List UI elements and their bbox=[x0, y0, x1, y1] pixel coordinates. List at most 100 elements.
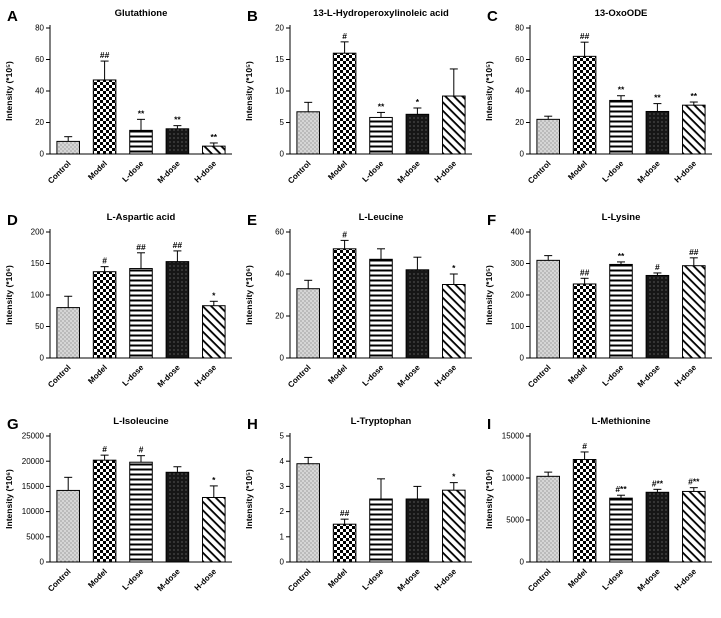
x-tick-label: Control bbox=[526, 567, 552, 593]
bar-H-dose bbox=[682, 265, 706, 359]
panel-letter: D bbox=[7, 212, 18, 229]
bar-Model bbox=[572, 459, 597, 563]
chart-panel-D: D L-Aspartic acid Intensity (*10⁶) 0 50 100 15… bbox=[4, 208, 240, 408]
y-tick-label: 5000 bbox=[506, 516, 524, 525]
chart-title: 13-OxoODE bbox=[595, 8, 648, 19]
x-tick-label: Model bbox=[86, 159, 109, 182]
significance-label: ** bbox=[618, 251, 625, 261]
x-tick-label: Model bbox=[326, 159, 349, 182]
y-tick-label: 0 bbox=[520, 558, 525, 567]
significance-label: ## bbox=[689, 247, 699, 257]
x-tick-label: Model bbox=[566, 159, 589, 182]
y-tick-label: 15000 bbox=[502, 432, 525, 441]
panel-letter: F bbox=[487, 212, 496, 229]
bar-M-dose bbox=[645, 491, 670, 563]
bar-Control bbox=[56, 307, 80, 359]
bar-Control bbox=[536, 475, 560, 563]
y-tick-label: 15 bbox=[275, 55, 284, 64]
y-axis-label: Intensity (*10⁶) bbox=[4, 469, 14, 529]
bar-Control bbox=[536, 118, 560, 155]
significance-label: #** bbox=[652, 478, 664, 488]
y-tick-label: 0 bbox=[280, 558, 285, 567]
bar-chart-F: F L-Lysine Intensity (*10⁵) 0 100 200 300 400 Co… bbox=[484, 212, 712, 390]
bar-chart-D: D L-Aspartic acid Intensity (*10⁶) 0 50 100 15… bbox=[4, 212, 232, 390]
bar-H-dose bbox=[442, 284, 466, 359]
significance-label: * bbox=[212, 475, 216, 485]
significance-label: ## bbox=[580, 267, 590, 277]
chart-title: Glutathione bbox=[115, 8, 168, 19]
x-tick-label: L-dose bbox=[600, 567, 625, 592]
significance-label: ** bbox=[138, 108, 145, 118]
x-tick-label: H-dose bbox=[433, 363, 459, 389]
y-tick-label: 100 bbox=[31, 291, 45, 300]
y-tick-label: 200 bbox=[31, 228, 45, 237]
y-axis-label: Intensity (*10⁵) bbox=[484, 61, 494, 121]
bar-Control bbox=[296, 288, 320, 359]
bar-Control bbox=[296, 111, 320, 155]
bar-L-dose bbox=[129, 129, 153, 155]
x-tick-label: M-dose bbox=[396, 159, 423, 186]
chart-panel-B: B 13-L-Hydroperoxylinoleic acid Intensity … bbox=[244, 4, 480, 204]
y-tick-label: 10000 bbox=[502, 474, 525, 483]
significance-label: # bbox=[102, 444, 107, 454]
x-tick-label: L-dose bbox=[120, 363, 145, 388]
bar-Model bbox=[92, 79, 117, 155]
y-tick-label: 300 bbox=[511, 259, 525, 268]
significance-label: * bbox=[452, 472, 456, 482]
bar-H-dose bbox=[202, 145, 226, 155]
y-tick-label: 60 bbox=[515, 55, 524, 64]
x-tick-label: Model bbox=[86, 567, 109, 590]
bar-Control bbox=[56, 489, 80, 563]
y-tick-label: 400 bbox=[511, 228, 525, 237]
bar-L-dose bbox=[609, 497, 633, 563]
y-tick-label: 10000 bbox=[22, 507, 45, 516]
bar-M-dose bbox=[645, 110, 670, 155]
significance-label: ** bbox=[618, 85, 625, 95]
chart-panel-F: F L-Lysine Intensity (*10⁵) 0 100 200 300 400 Co… bbox=[484, 208, 720, 408]
y-tick-label: 60 bbox=[35, 55, 44, 64]
y-tick-label: 100 bbox=[511, 322, 525, 331]
x-tick-label: H-dose bbox=[193, 159, 219, 185]
y-tick-label: 40 bbox=[35, 87, 44, 96]
x-tick-label: Model bbox=[326, 567, 349, 590]
panel-letter: H bbox=[247, 416, 258, 433]
bar-Control bbox=[296, 463, 320, 563]
x-tick-label: L-dose bbox=[360, 363, 385, 388]
y-axis-label: Intensity (*10⁵) bbox=[244, 61, 254, 121]
significance-label: # bbox=[582, 441, 587, 451]
y-tick-label: 10 bbox=[275, 87, 284, 96]
y-axis-label: Intensity (*10⁵) bbox=[4, 61, 14, 121]
chart-title: L-Lysine bbox=[602, 212, 641, 223]
x-tick-label: H-dose bbox=[433, 159, 459, 185]
chart-title: 13-L-Hydroperoxylinoleic acid bbox=[313, 8, 449, 19]
y-tick-label: 80 bbox=[35, 24, 44, 33]
bar-H-dose bbox=[682, 490, 706, 563]
significance-label: ## bbox=[173, 240, 183, 250]
significance-label: ## bbox=[580, 31, 590, 41]
x-tick-label: L-dose bbox=[120, 159, 145, 184]
y-tick-label: 0 bbox=[280, 150, 285, 159]
significance-label: * bbox=[212, 290, 216, 300]
y-tick-label: 2 bbox=[280, 507, 285, 516]
x-tick-label: H-dose bbox=[673, 159, 699, 185]
x-tick-label: H-dose bbox=[193, 567, 219, 593]
bar-M-dose bbox=[405, 498, 430, 563]
y-tick-label: 20000 bbox=[22, 457, 45, 466]
y-tick-label: 1 bbox=[280, 532, 285, 541]
x-tick-label: Control bbox=[46, 159, 72, 185]
x-tick-label: L-dose bbox=[600, 159, 625, 184]
y-tick-label: 50 bbox=[35, 322, 44, 331]
bar-L-dose bbox=[129, 268, 153, 359]
y-tick-label: 3 bbox=[280, 482, 285, 491]
bar-chart-G: G L-Isoleucine Intensity (*10⁶) 0 5000 10000 1… bbox=[4, 416, 232, 594]
significance-label: ## bbox=[340, 508, 350, 518]
bar-chart-C: C 13-OxoODE Intensity (*10⁵) 0 20 40 60 80 Contr… bbox=[484, 8, 712, 186]
x-tick-label: M-dose bbox=[396, 363, 423, 390]
x-tick-label: Model bbox=[326, 363, 349, 386]
significance-label: * bbox=[416, 97, 420, 107]
bar-H-dose bbox=[202, 496, 226, 563]
y-tick-label: 40 bbox=[275, 270, 284, 279]
chart-title: L-Tryptophan bbox=[351, 416, 412, 427]
x-tick-label: Model bbox=[566, 567, 589, 590]
